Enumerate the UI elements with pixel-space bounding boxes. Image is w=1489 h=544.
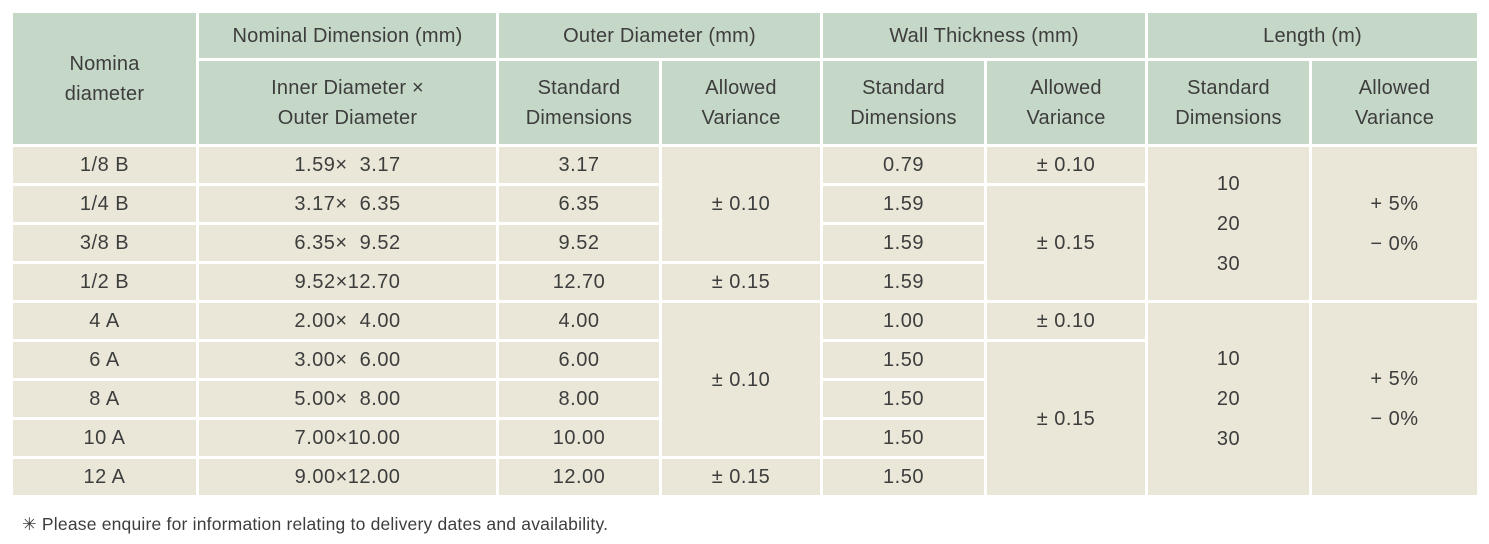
cell-wt-variance: ± 0.15 bbox=[984, 183, 1148, 303]
table-row: 8 A 5.00× 8.00 8.00 1.50 bbox=[10, 378, 1479, 420]
subheader-wt-allowed-variance: Allowed Variance bbox=[984, 58, 1148, 147]
subheader-length-allowed-variance: Allowed Variance bbox=[1309, 58, 1480, 147]
cell-inner-outer-dimension: 6.35× 9.52 bbox=[196, 222, 499, 264]
table-row: 1/4 B 3.17× 6.35 6.35 1.59 ± 0.15 bbox=[10, 183, 1479, 303]
subheader-inner-outer-diameter: Inner Diameter × Outer Diameter bbox=[196, 58, 499, 147]
cell-wt-standard: 1.50 bbox=[820, 378, 987, 420]
cell-od-variance: ± 0.15 bbox=[659, 261, 823, 303]
cell-od-standard: 10.00 bbox=[496, 417, 662, 459]
table-row: 3/8 B 6.35× 9.52 9.52 1.59 bbox=[10, 222, 1479, 264]
cell-inner-outer-dimension: 9.00×12.00 bbox=[196, 456, 499, 498]
cell-nominal-diameter: 8 A bbox=[10, 378, 199, 420]
cell-nominal-diameter: 10 A bbox=[10, 417, 199, 459]
cell-nominal-diameter: 1/8 B bbox=[10, 144, 199, 186]
cell-length-standard: 10 20 30 bbox=[1145, 300, 1312, 498]
cell-od-variance: ± 0.10 bbox=[659, 300, 823, 459]
cell-inner-outer-dimension: 9.52×12.70 bbox=[196, 261, 499, 303]
header-nominal-dimension: Nominal Dimension (mm) bbox=[196, 10, 499, 61]
cell-inner-outer-dimension: 2.00× 4.00 bbox=[196, 300, 499, 342]
cell-nominal-diameter: 4 A bbox=[10, 300, 199, 342]
cell-nominal-diameter: 3/8 B bbox=[10, 222, 199, 264]
table-row: 1/2 B 9.52×12.70 12.70 ± 0.15 1.59 bbox=[10, 261, 1479, 303]
cell-od-standard: 4.00 bbox=[496, 300, 662, 342]
cell-inner-outer-dimension: 3.00× 6.00 bbox=[196, 339, 499, 381]
table-header: Nomina diameter Nominal Dimension (mm) O… bbox=[10, 10, 1480, 147]
cell-od-standard: 3.17 bbox=[496, 144, 662, 186]
cell-nominal-diameter: 12 A bbox=[10, 456, 199, 498]
header-wall-thickness: Wall Thickness (mm) bbox=[820, 10, 1148, 61]
cell-wt-variance: ± 0.10 bbox=[984, 144, 1148, 186]
cell-od-standard: 6.00 bbox=[496, 339, 662, 381]
cell-wt-standard: 1.00 bbox=[820, 300, 987, 342]
cell-od-variance: ± 0.10 bbox=[659, 144, 823, 264]
table-body: 1/8 B 1.59× 3.17 3.17 ± 0.10 0.79 ± 0.10… bbox=[10, 144, 1480, 498]
cell-od-standard: 6.35 bbox=[496, 183, 662, 225]
subheader-wt-standard-dimensions: Standard Dimensions bbox=[820, 58, 987, 147]
cell-od-standard: 8.00 bbox=[496, 378, 662, 420]
table-row: 1/8 B 1.59× 3.17 3.17 ± 0.10 0.79 ± 0.10… bbox=[10, 144, 1480, 303]
cell-wt-standard: 1.59 bbox=[820, 183, 987, 225]
header-group-row: Nomina diameter Nominal Dimension (mm) O… bbox=[10, 10, 1480, 147]
footnote: ✳ Please enquire for information relatin… bbox=[22, 514, 609, 534]
cell-wt-variance: ± 0.15 bbox=[984, 339, 1148, 498]
cell-inner-outer-dimension: 5.00× 8.00 bbox=[196, 378, 499, 420]
cell-wt-standard: 1.50 bbox=[820, 417, 987, 459]
cell-length-variance: + 5% − 0% bbox=[1309, 300, 1480, 498]
table-row: 10 A 7.00×10.00 10.00 1.50 bbox=[10, 417, 1479, 459]
header-outer-diameter: Outer Diameter (mm) bbox=[496, 10, 823, 61]
cell-nominal-diameter: 6 A bbox=[10, 339, 199, 381]
subheader-od-standard-dimensions: Standard Dimensions bbox=[496, 58, 662, 147]
header-nominal-diameter: Nomina diameter bbox=[10, 10, 199, 147]
cell-wt-standard: 1.50 bbox=[820, 456, 987, 498]
cell-wt-standard: 1.59 bbox=[820, 222, 987, 264]
table-row: 6 A 3.00× 6.00 6.00 1.50 ± 0.15 bbox=[10, 339, 1479, 498]
header-length: Length (m) bbox=[1145, 10, 1480, 61]
cell-wt-standard: 1.59 bbox=[820, 261, 987, 303]
cell-nominal-diameter: 1/2 B bbox=[10, 261, 199, 303]
cell-wt-standard: 0.79 bbox=[820, 144, 987, 186]
cell-od-standard: 12.00 bbox=[496, 456, 662, 498]
cell-wt-standard: 1.50 bbox=[820, 339, 987, 381]
cell-nominal-diameter: 1/4 B bbox=[10, 183, 199, 225]
cell-inner-outer-dimension: 7.00×10.00 bbox=[196, 417, 499, 459]
pipe-spec-table: Nomina diameter Nominal Dimension (mm) O… bbox=[10, 10, 1480, 498]
cell-wt-variance: ± 0.10 bbox=[984, 300, 1148, 342]
subheader-length-standard-dimensions: Standard Dimensions bbox=[1145, 58, 1312, 147]
cell-od-variance: ± 0.15 bbox=[659, 456, 823, 498]
cell-inner-outer-dimension: 1.59× 3.17 bbox=[196, 144, 499, 186]
header-sub-row: Inner Diameter × Outer Diameter Standard… bbox=[12, 58, 1480, 147]
cell-od-standard: 9.52 bbox=[496, 222, 662, 264]
cell-od-standard: 12.70 bbox=[496, 261, 662, 303]
cell-length-variance: + 5% − 0% bbox=[1309, 144, 1480, 303]
table-row: 4 A 2.00× 4.00 4.00 ± 0.10 1.00 ± 0.10 1… bbox=[10, 300, 1480, 498]
cell-length-standard: 10 20 30 bbox=[1145, 144, 1312, 303]
table-row: 12 A 9.00×12.00 12.00 ± 0.15 1.50 bbox=[10, 456, 1479, 498]
subheader-od-allowed-variance: Allowed Variance bbox=[659, 58, 823, 147]
cell-inner-outer-dimension: 3.17× 6.35 bbox=[196, 183, 499, 225]
